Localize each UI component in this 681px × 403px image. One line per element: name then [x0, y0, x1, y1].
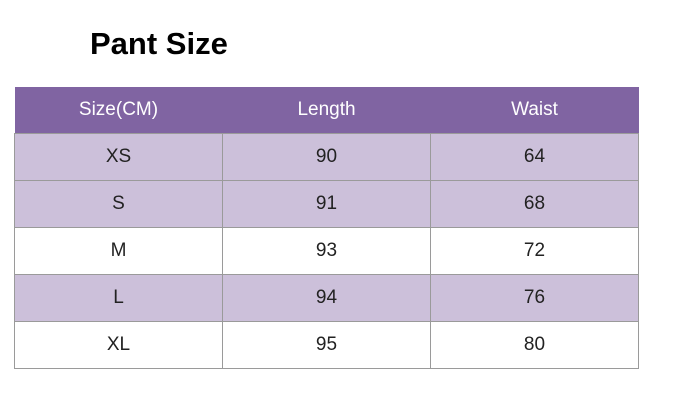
- size-table: Size(CM) Length Waist XS 90 64 S 91 68 M…: [14, 87, 639, 369]
- column-header: Length: [222, 87, 431, 134]
- cell: S: [14, 180, 223, 228]
- cell: 64: [430, 133, 639, 181]
- cell: 80: [430, 321, 639, 369]
- cell: 94: [222, 274, 431, 322]
- cell: 95: [222, 321, 431, 369]
- column-header: Size(CM): [14, 87, 223, 134]
- cell: XL: [14, 321, 223, 369]
- header-row: Size(CM) Length Waist: [14, 87, 639, 134]
- cell: L: [14, 274, 223, 322]
- cell: 72: [430, 227, 639, 275]
- row: M 93 72: [14, 227, 639, 275]
- cell: 93: [222, 227, 431, 275]
- row: XL 95 80: [14, 321, 639, 369]
- cell: 90: [222, 133, 431, 181]
- cell: 91: [222, 180, 431, 228]
- row: L 94 76: [14, 274, 639, 322]
- cell: 76: [430, 274, 639, 322]
- cell: M: [14, 227, 223, 275]
- row: XS 90 64: [14, 133, 639, 181]
- cell: XS: [14, 133, 223, 181]
- column-header: Waist: [430, 87, 639, 134]
- title: Pant Size: [90, 26, 228, 61]
- row: S 91 68: [14, 180, 639, 228]
- cell: 68: [430, 180, 639, 228]
